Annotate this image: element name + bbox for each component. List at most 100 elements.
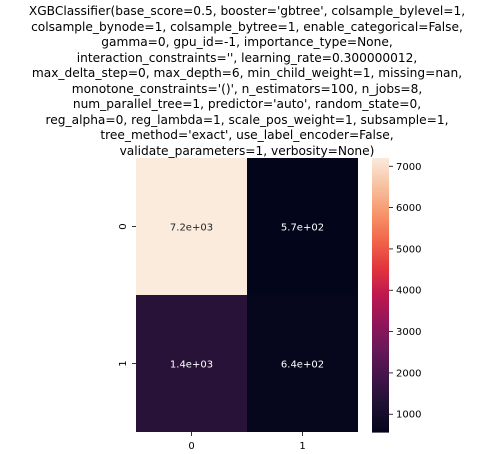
colorbar-segment [372, 160, 389, 164]
colorbar-tick-label: 7000 [396, 162, 421, 173]
colorbar-segment [372, 249, 389, 253]
colorbar-segment [372, 418, 389, 422]
colorbar-segment [372, 171, 389, 175]
colorbar-segment [372, 210, 389, 214]
colorbar-segment [372, 308, 389, 312]
colorbar-segment [372, 272, 389, 276]
heatmap-cell [247, 158, 358, 295]
x-tick-label: 1 [299, 441, 305, 452]
colorbar-segment [372, 313, 389, 317]
cell-annotation: 7.2e+03 [170, 223, 213, 234]
title-line: reg_alpha=0, reg_lambda=1, scale_pos_wei… [45, 112, 449, 127]
colorbar-segment [372, 274, 389, 278]
colorbar-tick-label: 3000 [396, 327, 421, 338]
colorbar-segment [372, 379, 389, 383]
heatmap-cell [136, 158, 247, 295]
colorbar-segment [372, 356, 389, 360]
colorbar-segment [372, 397, 389, 401]
colorbar-segment [372, 187, 389, 191]
colorbar-segment [372, 244, 389, 248]
colorbar-segment [372, 310, 389, 314]
colorbar-segment [372, 290, 389, 294]
cell-annotation: 6.4e+02 [281, 360, 324, 371]
colorbar-segment [372, 224, 389, 228]
colorbar-segment [372, 183, 389, 186]
colorbar-segment [372, 215, 389, 218]
colorbar-segment [372, 162, 389, 166]
colorbar-segment [372, 374, 389, 378]
colorbar-segment [372, 158, 389, 161]
colorbar-segment [372, 228, 389, 232]
colorbar-segment [372, 365, 389, 369]
colorbar-segment [372, 340, 389, 344]
colorbar-segment [372, 247, 389, 250]
colorbar-segment [372, 185, 389, 189]
colorbar-segment [372, 420, 389, 424]
colorbar-segment [372, 338, 389, 342]
colorbar-segment [372, 377, 389, 381]
colorbar-segment [372, 386, 389, 390]
title-line: interaction_constraints='', learning_rat… [76, 50, 418, 65]
colorbar-tick-label: 4000 [396, 286, 421, 297]
colorbar-tick-label: 1000 [396, 410, 421, 421]
colorbar-segment [372, 372, 389, 376]
colorbar-segment [372, 416, 389, 419]
colorbar-segment [372, 233, 389, 237]
colorbar-segment [372, 242, 389, 246]
colorbar-segment [372, 429, 389, 433]
colorbar-segment [372, 347, 389, 351]
colorbar-segment [372, 411, 389, 415]
colorbar-segment [372, 425, 389, 429]
colorbar-segment [372, 196, 389, 200]
colorbar-segment [372, 164, 389, 168]
colorbar-segment [372, 269, 389, 273]
cell-annotation: 1.4e+03 [170, 360, 213, 371]
colorbar-segment [372, 320, 389, 323]
heatmap-cell [136, 295, 247, 432]
colorbar-segment [372, 265, 389, 269]
colorbar-segment [372, 221, 389, 225]
title-line: gamma=0, gpu_id=-1, importance_type=None… [101, 35, 393, 49]
colorbar-segment [372, 395, 389, 399]
colorbar-segment [372, 276, 389, 280]
colorbar-segment [372, 217, 389, 221]
colorbar-segment [372, 329, 389, 333]
colorbar-segment [372, 393, 389, 397]
colorbar-segment [372, 342, 389, 346]
colorbar-segment [372, 258, 389, 262]
colorbar-tick-label: 2000 [396, 368, 421, 379]
colorbar-segment [372, 203, 389, 207]
colorbar-segment [372, 324, 389, 328]
colorbar-segment [372, 358, 389, 362]
colorbar-segment [372, 333, 389, 337]
colorbar-segment [372, 169, 389, 173]
y-tick-label: 1 [118, 360, 129, 366]
colorbar-segment [372, 226, 389, 230]
colorbar-segment [372, 368, 389, 371]
colorbar-segment [372, 413, 389, 417]
cell-annotation: 5.7e+02 [281, 223, 324, 234]
colorbar-segment [372, 256, 389, 260]
colorbar-segment [372, 345, 389, 349]
chart-title: XGBClassifier(base_score=0.5, booster='g… [0, 4, 494, 159]
colorbar-segment [372, 173, 389, 177]
colorbar-segment [372, 317, 389, 321]
colorbar-segment [372, 260, 389, 264]
heatmap-cell [247, 295, 358, 432]
colorbar-segment [372, 349, 389, 353]
title-line: tree_method='exact', use_label_encoder=F… [100, 128, 394, 142]
colorbar-segment [372, 326, 389, 330]
colorbar-segment [372, 292, 389, 296]
colorbar-segment [372, 400, 389, 403]
colorbar-segment [372, 281, 389, 285]
colorbar-segment [372, 381, 389, 385]
colorbar-segment [372, 370, 389, 374]
colorbar-segment [372, 315, 389, 319]
colorbar-segment [372, 331, 389, 335]
colorbar-segment [372, 301, 389, 305]
colorbar-segment [372, 390, 389, 394]
colorbar-segment [372, 178, 389, 182]
colorbar-segment [372, 361, 389, 365]
colorbar-segment [372, 279, 389, 282]
colorbar-segment [372, 253, 389, 257]
